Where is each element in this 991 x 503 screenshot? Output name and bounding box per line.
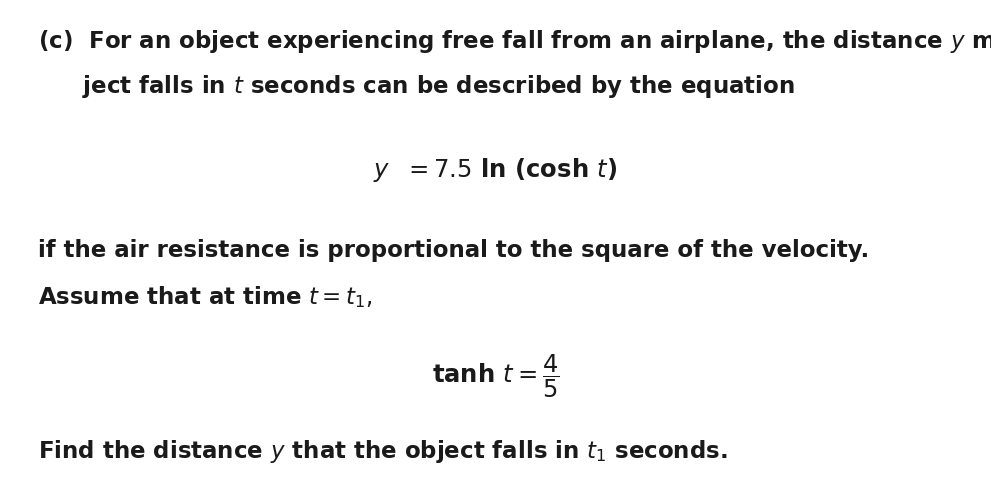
Text: (c)  For an object experiencing free fall from an airplane, the distance $y$ met: (c) For an object experiencing free fall…	[38, 28, 991, 55]
Text: ject falls in $t$ seconds can be described by the equation: ject falls in $t$ seconds can be describ…	[82, 73, 795, 100]
Text: if the air resistance is proportional to the square of the velocity.: if the air resistance is proportional to…	[38, 239, 869, 262]
Text: Assume that at time $t = t_1,$: Assume that at time $t = t_1,$	[38, 284, 372, 310]
Text: Find the distance $y$ that the object falls in $t_1$ seconds.: Find the distance $y$ that the object fa…	[38, 438, 727, 465]
Text: tanh $t = \dfrac{4}{5}$: tanh $t = \dfrac{4}{5}$	[432, 352, 559, 400]
Text: $y\ \ = 7.5$ ln (cosh $t$): $y\ \ = 7.5$ ln (cosh $t$)	[374, 156, 617, 184]
